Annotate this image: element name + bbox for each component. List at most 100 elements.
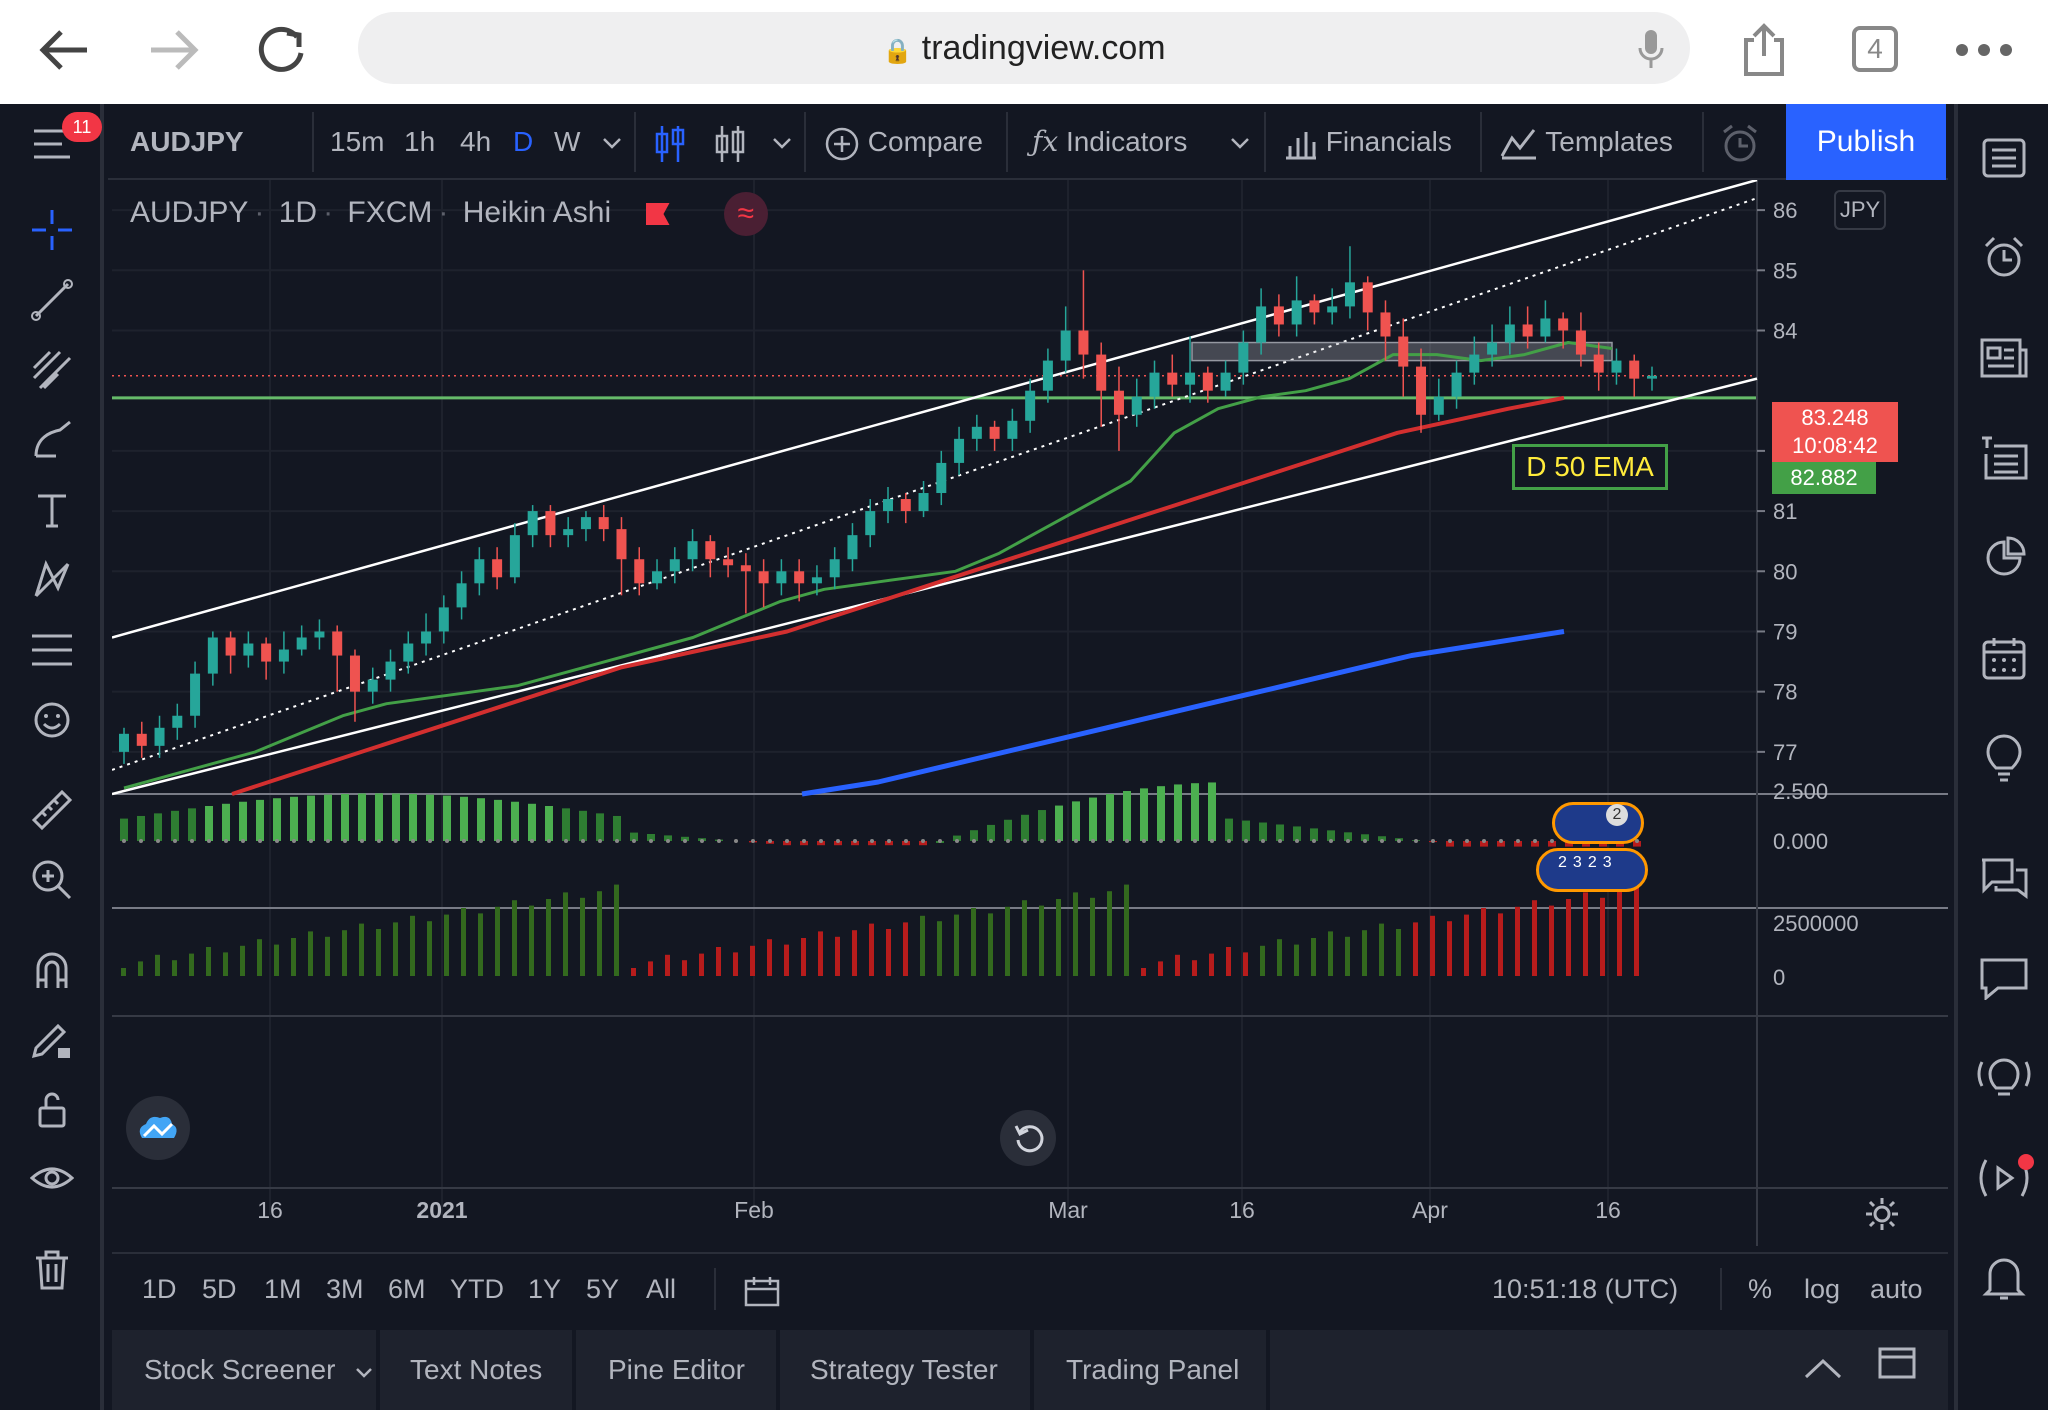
chats-button[interactable] <box>1974 848 2034 908</box>
countdown-value: 10:08:42 <box>1792 433 1878 458</box>
magnet-icon <box>36 952 68 988</box>
emoji-tool[interactable] <box>22 690 82 750</box>
lock-tool[interactable] <box>22 1080 82 1140</box>
pitchfork-tool[interactable] <box>22 340 82 400</box>
hotlists-button[interactable] <box>1974 528 2034 588</box>
back-button[interactable] <box>28 14 100 86</box>
utc-clock[interactable]: 10:51:18 (UTC) <box>1492 1274 1679 1304</box>
address-bar[interactable]: 🔒 tradingview.com <box>358 12 1690 84</box>
currency-label[interactable]: JPY <box>1834 190 1886 230</box>
watchlist-button[interactable] <box>1974 128 2034 188</box>
streams-button[interactable] <box>1974 1048 2034 1108</box>
indicators-button[interactable]: ƒx Indicators <box>1032 104 1187 180</box>
percent-toggle[interactable]: % <box>1748 1274 1773 1304</box>
compare-button[interactable]: Compare <box>824 104 983 180</box>
templates-button[interactable]: Templates <box>1500 104 1673 180</box>
logo-button[interactable] <box>126 1096 190 1160</box>
volume-bar <box>1379 923 1384 976</box>
event-markers[interactable]: 2 2323 <box>1536 802 1652 902</box>
range-5y[interactable]: 5Y <box>586 1274 620 1304</box>
volume-bar <box>886 929 891 976</box>
tab-text-notes[interactable]: Text Notes <box>410 1354 543 1385</box>
ema-annotation[interactable]: D 50 EMA <box>1512 444 1668 490</box>
interval-15m[interactable]: 15m <box>330 126 385 157</box>
range-5d[interactable]: 5D <box>202 1274 237 1304</box>
more-menu-button[interactable] <box>1948 14 2020 86</box>
visibility-tool[interactable] <box>22 1150 82 1210</box>
tab-strategy-tester[interactable]: Strategy Tester <box>810 1354 998 1385</box>
indicators-dropdown[interactable] <box>1230 104 1250 180</box>
share-button[interactable] <box>1728 14 1800 86</box>
tab-stock-screener[interactable]: Stock Screener <box>144 1330 373 1410</box>
reload-button[interactable] <box>246 14 318 86</box>
draw-lock-tool[interactable] <box>22 1010 82 1070</box>
zero-dot <box>1295 839 1299 843</box>
volume-bar <box>1498 913 1503 976</box>
magnet-tool[interactable] <box>22 940 82 1000</box>
delete-tool[interactable] <box>22 1240 82 1300</box>
financials-button[interactable]: Financials <box>1284 104 1452 180</box>
tab-count-button[interactable]: 4 <box>1852 26 1898 72</box>
tab-trading-panel[interactable]: Trading Panel <box>1066 1354 1240 1385</box>
alerts-button[interactable] <box>1974 228 2034 288</box>
volume-bar <box>376 929 381 976</box>
symbol-search[interactable]: AUDJPY <box>130 126 244 157</box>
goto-date-button[interactable] <box>744 1254 780 1324</box>
measure-tool[interactable] <box>22 780 82 840</box>
microphone-icon[interactable] <box>1636 28 1666 70</box>
volume-bar <box>1107 891 1112 976</box>
range-all[interactable]: All <box>646 1274 677 1304</box>
auto-toggle[interactable]: auto <box>1870 1274 1923 1304</box>
chart-type-dropdown[interactable] <box>772 104 792 180</box>
range-ytd[interactable]: YTD <box>450 1274 504 1304</box>
interval-4h[interactable]: 4h <box>460 126 492 157</box>
range-3m[interactable]: 3M <box>326 1274 364 1304</box>
zero-dot <box>1482 839 1486 843</box>
forward-button[interactable] <box>138 14 210 86</box>
flag-icon[interactable] <box>645 203 670 225</box>
range-1m[interactable]: 1M <box>264 1274 302 1304</box>
range-6m[interactable]: 6M <box>388 1274 426 1304</box>
zoom-tool[interactable] <box>22 850 82 910</box>
alert-button[interactable] <box>1720 104 1762 180</box>
interval-w[interactable]: W <box>554 126 581 157</box>
pattern-icon <box>34 560 70 598</box>
event-marker-bottom[interactable] <box>1536 848 1648 892</box>
trendline-tool[interactable] <box>22 270 82 330</box>
bar-style-button[interactable] <box>654 104 686 180</box>
legend-style: Heikin Ashi <box>462 195 612 229</box>
legend-symbol[interactable]: AUDJPY <box>130 195 249 229</box>
settings-button[interactable] <box>1860 1192 1904 1236</box>
log-toggle[interactable]: log <box>1804 1274 1841 1304</box>
waves-icon[interactable]: ≈ <box>723 192 768 236</box>
data-window-button[interactable] <box>1974 428 2034 488</box>
event-marker-top[interactable] <box>1552 802 1644 844</box>
notifications-button[interactable] <box>1974 1248 2034 1308</box>
news-button[interactable] <box>1974 328 2034 388</box>
ideas-button[interactable] <box>1974 728 2034 788</box>
zero-dot <box>139 839 143 843</box>
range-1y[interactable]: 1Y <box>528 1274 562 1304</box>
brush-tool[interactable] <box>22 410 82 470</box>
tab-pine-editor[interactable]: Pine Editor <box>608 1354 745 1385</box>
collapse-panel-button[interactable] <box>1804 1330 1842 1410</box>
calendar-button[interactable] <box>1974 628 2034 688</box>
pattern-tool[interactable] <box>22 550 82 610</box>
crosshair-tool[interactable] <box>22 200 82 260</box>
interval-1h[interactable]: 1h <box>404 126 436 157</box>
messages-button[interactable] <box>1974 948 2034 1008</box>
replay-button[interactable] <box>1000 1110 1056 1166</box>
publish-button[interactable]: Publish <box>1786 104 1946 180</box>
text-tool[interactable] <box>22 480 82 540</box>
interval-dropdown[interactable] <box>602 104 622 180</box>
range-1d[interactable]: 1D <box>142 1274 177 1304</box>
fib-tool[interactable] <box>22 620 82 680</box>
window-icon <box>1878 1347 1916 1379</box>
menu-button[interactable]: 11 <box>22 112 102 174</box>
live-button[interactable] <box>1974 1148 2034 1208</box>
chart-type-button[interactable] <box>714 104 746 180</box>
interval-d[interactable]: D <box>513 126 534 157</box>
maximize-panel-button[interactable] <box>1878 1330 1916 1410</box>
